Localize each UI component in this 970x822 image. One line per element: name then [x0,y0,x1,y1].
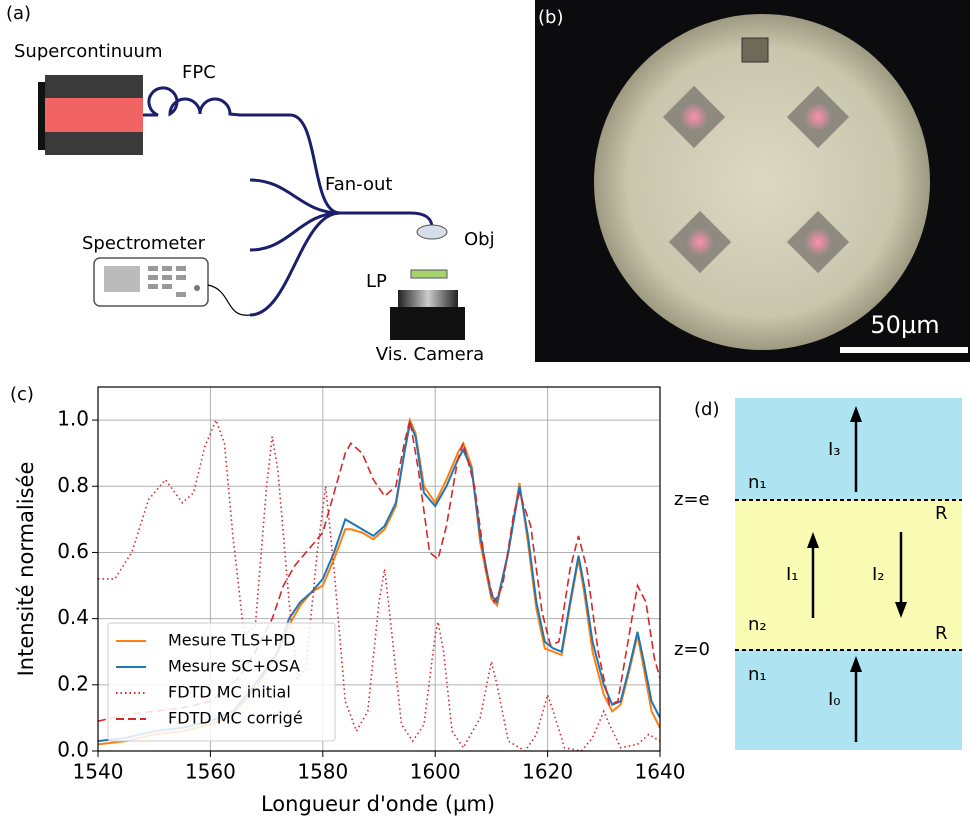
legend-label: FDTD MC initial [168,683,291,702]
panel-label: (c) [10,384,34,405]
label: FPC [182,62,216,83]
series-line [98,417,660,751]
knob [194,285,200,291]
y-tick-label: 0.2 [57,671,89,695]
label: LP [366,271,387,292]
y-axis-label: Intensité normalisée [14,462,38,677]
panel-a: (a) Supercontinuum FPC Fan-out Spectrome… [6,3,495,365]
label: Supercontinuum [14,41,162,62]
panel-label: (b) [538,7,563,28]
label: Vis. Camera [376,344,484,365]
legend-label: FDTD MC corrigé [168,709,303,728]
legend-label: Mesure TLS+PD [168,631,296,650]
panel-label: (d) [694,399,719,420]
debris [741,37,769,63]
x-tick-label: 1540 [73,760,124,784]
label: z=e [674,489,710,510]
fibers [143,86,434,317]
gratings [662,85,850,274]
source-back [38,82,46,150]
panel-c: (c) Longueur d'onde (µm) Intensité norma… [10,384,685,816]
label: Spectrometer [82,233,206,254]
label: I₂ [872,564,885,585]
x-tick-label: 1600 [410,760,461,784]
x-tick-label: 1560 [185,760,236,784]
scale-label: 50µm [870,311,939,339]
label: R [935,623,948,644]
x-tick-label: 1620 [522,760,573,784]
keys [148,266,186,297]
scale-bar [840,347,968,353]
y-tick-label: 1.0 [57,407,89,431]
layer [735,500,962,650]
series-line [98,419,660,722]
polarizer [410,269,448,279]
objective [416,224,448,240]
cable [207,284,251,316]
plot-frame [97,386,661,752]
panel-d: (d) z=e z=0 n₁ n₂ n₁ R R I₃ I₁ I₂ I₀ [674,398,962,750]
camera [390,307,465,340]
label: n₂ [748,614,767,635]
legend-box [107,622,336,742]
y-tick-label: 0.6 [57,539,89,563]
legend-label: Mesure SC+OSA [168,657,300,676]
camera-lens [398,290,458,307]
label: I₀ [828,689,841,710]
x-tick-label: 1640 [635,760,686,784]
source-band [45,98,143,132]
x-tick-label: 1580 [297,760,348,784]
label: I₁ [786,564,799,585]
y-tick-label: 0.4 [57,605,89,629]
panel-b: (b) 50µm [535,0,970,362]
panel-label: (a) [6,3,31,24]
label: n₁ [748,664,767,685]
label: n₁ [748,472,767,493]
label: I₃ [828,439,841,460]
y-tick-label: 0.0 [57,738,89,762]
x-axis-label: Longueur d'onde (µm) [261,792,495,816]
fiber-facet [594,14,930,350]
label: R [935,503,948,524]
screen [104,266,140,292]
label: Fan-out [325,174,392,195]
labels: z=e z=0 n₁ n₂ n₁ R R I₃ I₁ I₂ I₀ [674,439,948,710]
medium-bottom [735,650,962,750]
arrows [807,406,907,742]
medium-top [735,398,962,500]
label: z=0 [674,639,710,660]
y-tick-label: 0.8 [57,473,89,497]
label: Obj [464,229,495,250]
